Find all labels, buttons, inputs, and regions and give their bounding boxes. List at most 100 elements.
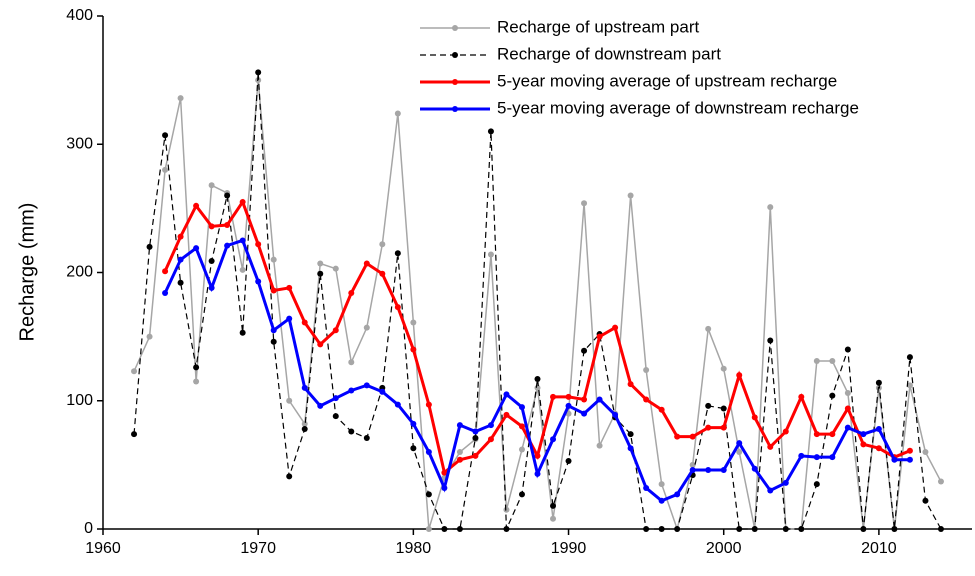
point (503, 526, 510, 532)
point (736, 526, 743, 532)
point (627, 431, 634, 438)
point (550, 502, 557, 509)
point (348, 428, 355, 435)
point (456, 422, 463, 429)
point (239, 198, 246, 205)
point (798, 452, 805, 459)
point (503, 411, 510, 418)
point (891, 526, 898, 532)
point (379, 241, 386, 248)
point (394, 304, 401, 311)
point (689, 461, 696, 468)
point (550, 515, 557, 522)
point (674, 526, 681, 532)
point (363, 260, 370, 267)
point (813, 431, 820, 438)
point (441, 469, 448, 476)
point (363, 324, 370, 331)
point (736, 440, 743, 447)
point (565, 458, 572, 465)
point (922, 497, 929, 504)
point (410, 445, 417, 452)
point (705, 424, 712, 431)
legend-marker (452, 52, 458, 58)
point (503, 391, 510, 398)
point (813, 481, 820, 488)
y-tick-label: 200 (66, 264, 93, 281)
legend-label: Recharge of upstream part (497, 17, 699, 36)
point (348, 359, 355, 366)
point (689, 433, 696, 440)
point (720, 405, 727, 412)
point (332, 395, 339, 402)
point (689, 467, 696, 474)
x-tick-label: 1970 (240, 540, 276, 557)
point (829, 357, 836, 364)
point (456, 526, 463, 532)
point (658, 406, 665, 413)
point (860, 441, 867, 448)
point (751, 414, 758, 421)
point (224, 222, 231, 229)
point (798, 526, 805, 532)
point (829, 454, 836, 461)
point (317, 402, 324, 409)
point (270, 287, 277, 294)
point (534, 375, 541, 382)
point (581, 347, 588, 354)
point (425, 491, 432, 498)
point (798, 393, 805, 400)
point (255, 69, 262, 76)
point (844, 390, 851, 397)
point (658, 526, 665, 532)
point (550, 393, 557, 400)
point (208, 223, 215, 230)
point (286, 473, 293, 480)
point (363, 382, 370, 389)
point (860, 431, 867, 438)
point (705, 325, 712, 332)
point (813, 454, 820, 461)
point (239, 266, 246, 273)
point (301, 384, 308, 391)
point (922, 449, 929, 456)
point (767, 204, 774, 211)
point (844, 405, 851, 412)
point (534, 452, 541, 459)
point (875, 379, 882, 386)
series-line (163, 238, 910, 503)
point (891, 456, 898, 463)
legend-marker (452, 79, 458, 85)
point (394, 401, 401, 408)
point (782, 479, 789, 486)
point (162, 132, 169, 139)
point (208, 284, 215, 291)
y-tick-label: 100 (66, 392, 93, 409)
series-line (133, 72, 942, 530)
point (627, 381, 634, 388)
point (736, 449, 743, 456)
point (286, 284, 293, 291)
y-axis-label: Recharge (mm) (16, 203, 38, 342)
point (162, 166, 169, 173)
point (612, 411, 619, 418)
point (270, 256, 277, 263)
point (348, 290, 355, 297)
point (425, 449, 432, 456)
point (829, 431, 836, 438)
point (581, 410, 588, 417)
point (487, 128, 494, 135)
point (193, 202, 200, 209)
point (906, 447, 913, 454)
point (410, 346, 417, 353)
point (565, 393, 572, 400)
point (410, 420, 417, 427)
point (813, 357, 820, 364)
point (937, 478, 944, 485)
point (379, 270, 386, 277)
point (270, 327, 277, 334)
point (550, 436, 557, 443)
point (518, 404, 525, 411)
point (177, 279, 184, 286)
point (720, 467, 727, 474)
